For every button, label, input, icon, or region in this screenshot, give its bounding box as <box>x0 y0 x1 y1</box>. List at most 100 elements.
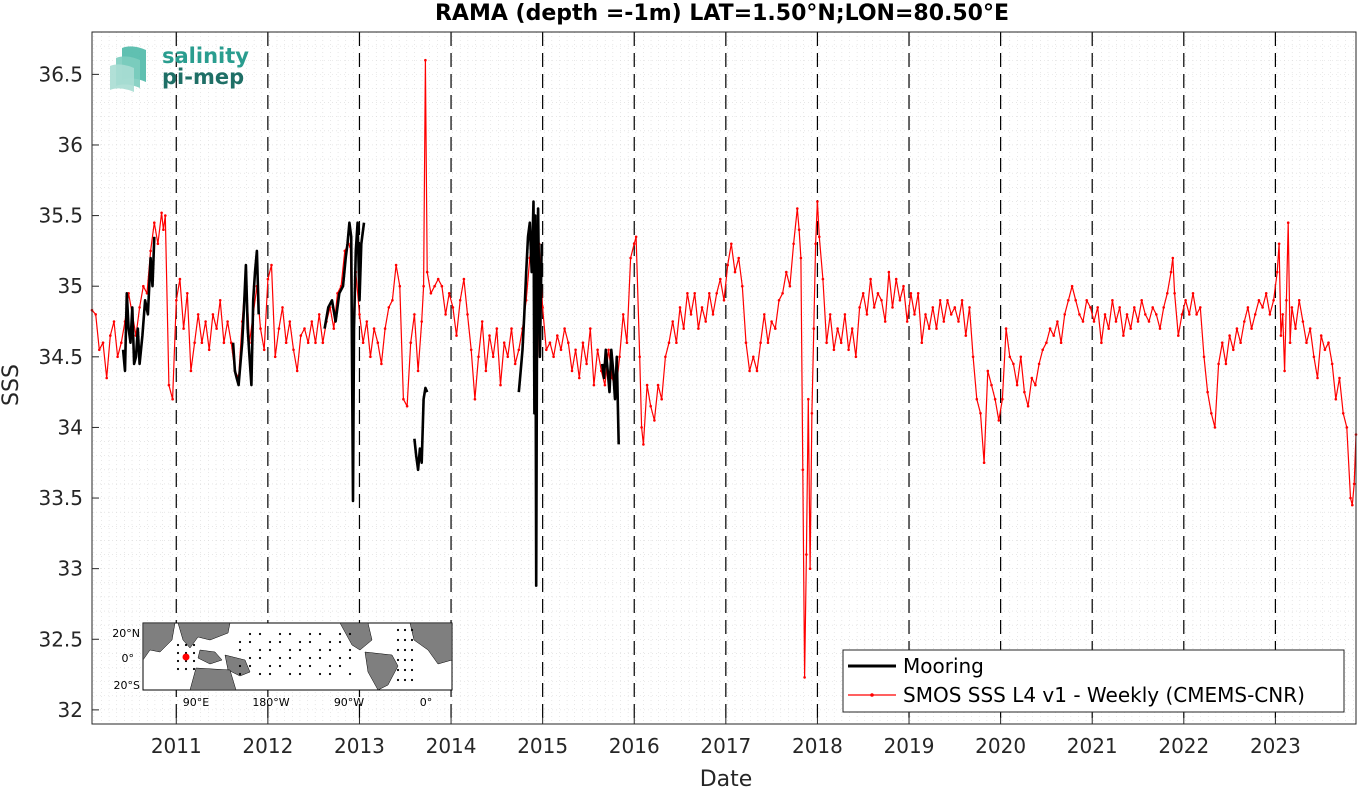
smos-sss-point <box>656 383 660 387</box>
smos-sss-point <box>365 320 369 323</box>
smos-sss-point <box>653 419 656 422</box>
smos-sss-point <box>1352 482 1356 486</box>
smos-sss-point <box>589 327 592 330</box>
y-tick-label: 36 <box>58 133 83 157</box>
smos-sss-point <box>1096 306 1099 309</box>
smos-sss-point <box>98 348 101 352</box>
x-tick-label: 2022 <box>1158 734 1209 758</box>
smos-sss-point <box>708 292 711 295</box>
smos-sss-point <box>1345 426 1349 429</box>
smos-sss-point <box>968 306 971 309</box>
smos-sss-point <box>638 355 641 359</box>
smos-sss-point <box>376 341 380 345</box>
smos-sss-point <box>436 277 440 281</box>
smos-sss-point <box>1067 299 1070 302</box>
inset-lat-20s: 20°S <box>114 679 140 692</box>
smos-sss-point <box>1078 313 1081 316</box>
inset-buoy-dot <box>338 640 342 644</box>
smos-sss-point <box>1001 397 1004 401</box>
inset-buoy-dot <box>176 651 180 655</box>
smos-sss-point <box>138 306 141 309</box>
smos-sss-point <box>1111 299 1114 302</box>
smos-sss-point <box>292 348 295 352</box>
smos-sss-point <box>931 306 935 309</box>
smos-sss-point <box>1162 306 1165 309</box>
smos-sss-point <box>156 242 160 246</box>
smos-sss-point <box>447 292 451 295</box>
smos-sss-point <box>1264 292 1268 295</box>
smos-sss-point <box>332 327 336 330</box>
smos-sss-point <box>425 270 429 274</box>
smos-sss-point <box>1136 320 1140 323</box>
smos-sss-point <box>1015 383 1019 387</box>
smos-sss-point <box>259 327 262 330</box>
salinity-pimep-logo: salinity pi-mep <box>110 44 249 92</box>
smos-sss-point <box>748 369 751 373</box>
inset-buoy-dot <box>410 668 414 672</box>
smos-sss-point <box>726 263 729 267</box>
grid-lines <box>92 32 1356 725</box>
smos-sss-point <box>262 348 266 352</box>
y-tick-label: 32.5 <box>38 627 83 651</box>
inset-buoy-dot <box>328 672 332 676</box>
smos-sss-point <box>112 320 116 323</box>
smos-sss-point <box>153 221 156 224</box>
inset-buoy-dot <box>258 656 262 660</box>
smos-sss-point <box>200 341 204 345</box>
smos-sss-point <box>1232 348 1235 352</box>
inset-buoy-dot <box>308 656 312 660</box>
smos-sss-point <box>455 334 458 337</box>
smos-sss-point <box>1070 284 1074 288</box>
smos-sss-point <box>193 341 196 345</box>
smos-sss-point <box>774 327 777 330</box>
smos-sss-point <box>1341 412 1345 415</box>
smos-sss-point <box>1147 320 1151 323</box>
smos-sss-point <box>189 369 193 373</box>
smos-sss-point <box>741 284 744 288</box>
inset-buoy-dot <box>258 632 262 636</box>
y-tick-label: 33 <box>58 557 83 581</box>
smos-sss-point <box>839 341 843 345</box>
smos-sss-point <box>821 277 825 281</box>
smos-sss-point <box>649 404 652 408</box>
inset-buoy-dot <box>248 664 252 668</box>
smos-sss-point <box>891 306 894 309</box>
smos-sss-point <box>982 461 986 465</box>
inset-buoy-dot <box>403 678 407 682</box>
smos-sss-point <box>828 313 832 316</box>
smos-sss-point <box>1319 334 1323 337</box>
smos-sss-point <box>321 341 325 345</box>
smos-sss-point <box>887 270 891 274</box>
smos-sss-point <box>1294 327 1297 330</box>
smos-sss-point <box>953 306 957 309</box>
smos-sss-point <box>1327 341 1330 345</box>
smos-sss-point <box>763 313 766 316</box>
y-tick-label: 36.5 <box>38 62 83 86</box>
x-tick-label: 2018 <box>792 734 843 758</box>
smos-sss-point <box>964 334 968 337</box>
smos-sss-point <box>1171 256 1175 260</box>
mooring-segment <box>121 236 156 373</box>
inset-lon-90w: 90°W <box>334 696 364 709</box>
smos-sss-point <box>372 327 376 330</box>
smos-sss-point <box>894 277 898 281</box>
smos-sss-point <box>671 320 674 323</box>
smos-sss-point <box>499 383 502 387</box>
inset-buoy-dot <box>288 672 292 676</box>
inset-buoy-dot <box>328 640 332 644</box>
x-tick-label: 2017 <box>700 734 751 758</box>
smos-sss-point <box>869 277 872 281</box>
smos-sss-point <box>451 306 455 309</box>
x-tick-label: 2015 <box>517 734 568 758</box>
smos-sss-point <box>314 341 317 345</box>
smos-sss-point <box>567 341 570 345</box>
smos-sss-point <box>1030 376 1034 380</box>
smos-sss-point <box>207 348 211 352</box>
smos-sss-point <box>1297 299 1301 302</box>
smos-sss-point <box>949 313 953 316</box>
smos-sss-point <box>667 341 671 345</box>
smos-sss-point <box>1288 341 1292 345</box>
inset-buoy-dot <box>403 658 407 662</box>
smos-sss-point <box>905 320 909 323</box>
smos-sss-point <box>832 348 836 352</box>
